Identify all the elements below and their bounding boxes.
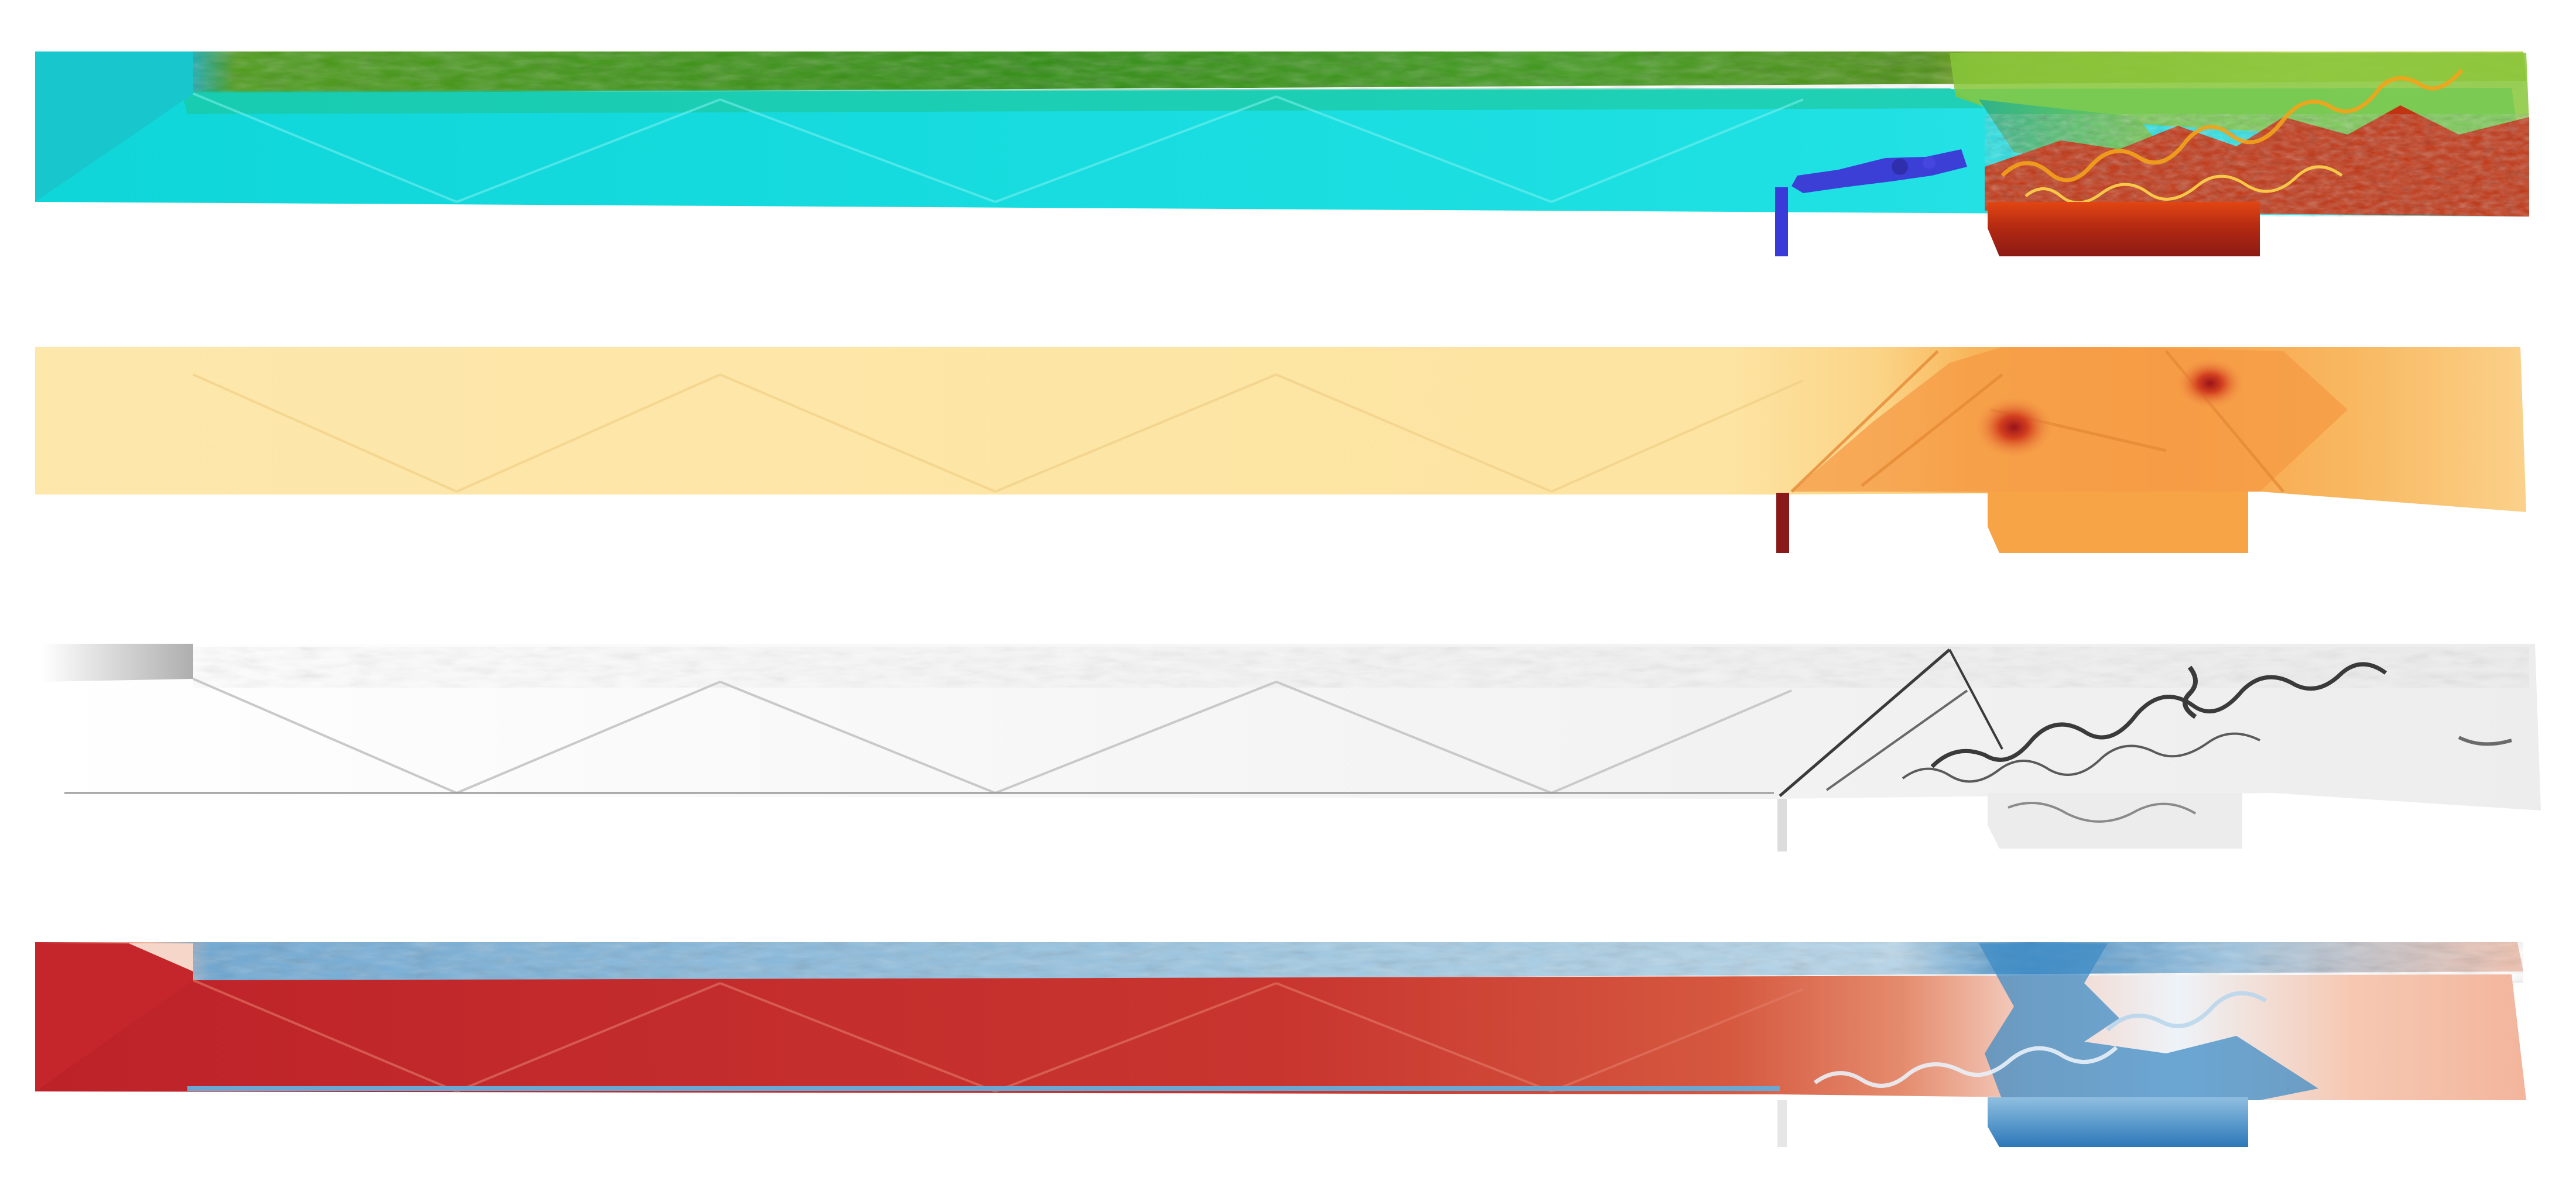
panel-1-flame-filaments <box>2000 68 2464 204</box>
panel-1-scalar-field <box>35 51 2529 256</box>
panel-2-shock-lines <box>193 373 1804 493</box>
panel-4-shear-filaments <box>1813 991 2267 1088</box>
panel-3-shock-lines <box>64 678 1792 794</box>
panel-4-inlet-highlight <box>129 943 193 971</box>
panel-1-reaction-texture <box>1985 114 2529 217</box>
panel-2-pressure-field <box>35 347 2526 553</box>
panel-2-hot-spot-2 <box>2175 357 2245 410</box>
panel-3-inlet-shade <box>41 644 193 682</box>
panel-4-inlet-face <box>35 943 193 1091</box>
panel-1-fuel-jet <box>1775 149 1967 256</box>
panel-3-schlieren-field <box>41 644 2541 851</box>
panel-2-injector-port <box>1776 493 1789 553</box>
panel-2-cavity <box>1988 492 2248 553</box>
panel-4-shock-lines <box>193 979 1804 1093</box>
panel-1-injector-port <box>1775 187 1788 256</box>
panel-1-cavity <box>1988 202 2260 256</box>
panel-4-front-face <box>35 943 2526 1100</box>
panel-1-shock-lines <box>193 92 1804 203</box>
panel-4-mixing-region <box>1979 943 2318 1100</box>
panel-3-shock-structures <box>1779 648 2512 797</box>
panel-3-cavity-structure <box>2008 802 2197 823</box>
panel-4-velocity-field <box>35 942 2526 1147</box>
panel-2-oblique-shocks <box>1790 350 2284 493</box>
panel-3-injector-port <box>1777 799 1787 851</box>
panel-2-hot-spot-1 <box>1973 395 2055 459</box>
panel-3-top-texture <box>193 647 2529 688</box>
panel-1-boundary-layer <box>181 88 1985 114</box>
panel-1-inlet-face <box>35 51 193 202</box>
panel-4-cavity <box>1988 1097 2248 1147</box>
panel-4-injector-port <box>1777 1100 1787 1147</box>
